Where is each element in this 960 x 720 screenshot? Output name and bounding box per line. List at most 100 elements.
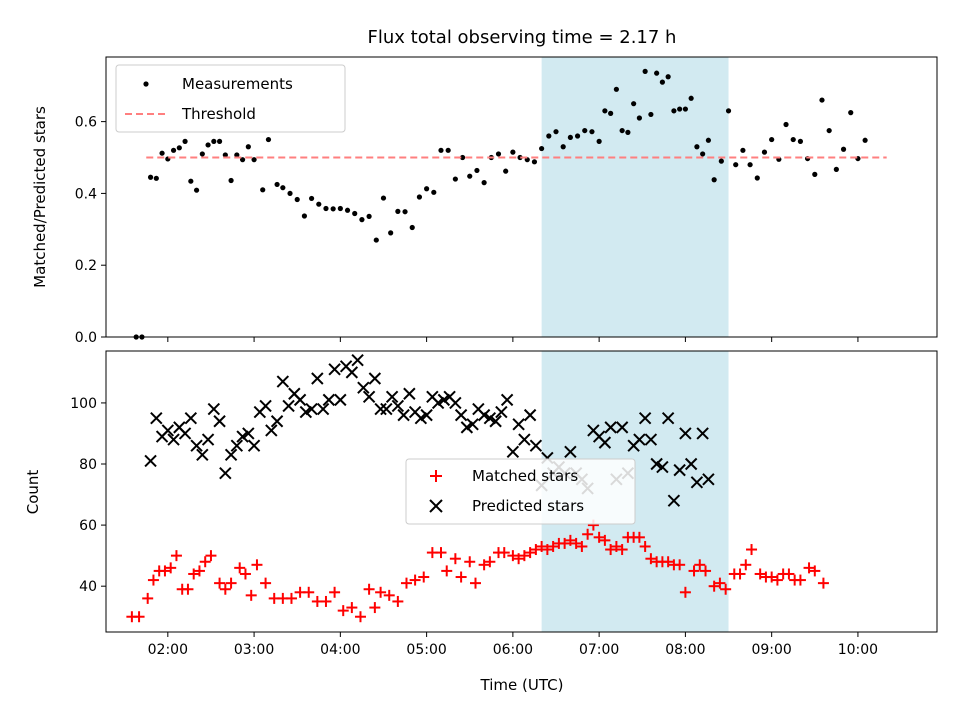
matched-star-point xyxy=(205,550,217,562)
matched-star-point xyxy=(530,544,542,556)
measurement-point xyxy=(474,167,480,174)
measurement-point xyxy=(330,206,336,212)
y-tick-label: 100 xyxy=(70,396,97,412)
measurement-point xyxy=(366,213,372,219)
matched-star-point xyxy=(794,574,806,586)
predicted-star-point xyxy=(679,427,692,440)
x-tick-label: 05:00 xyxy=(406,642,446,658)
predicted-star-point xyxy=(684,457,698,471)
measurement-point xyxy=(344,207,351,213)
matched-star-point xyxy=(182,583,194,595)
matched-star-point xyxy=(441,565,453,577)
measurement-point xyxy=(631,101,637,107)
measurement-point xyxy=(725,108,732,114)
measurement-point xyxy=(316,201,322,207)
measurement-point xyxy=(659,79,665,85)
matched-star-point xyxy=(219,583,231,595)
matched-star-point xyxy=(449,553,461,565)
measurement-point xyxy=(260,187,266,193)
predicted-star-point xyxy=(374,402,387,416)
predicted-star-point xyxy=(201,433,215,446)
matched-star-point xyxy=(746,544,758,556)
measurement-point xyxy=(517,154,523,161)
matched-star-point xyxy=(645,553,657,565)
bottom-panel: 40 60 80 100 02:00 03:00 04:00 05:00 06:00 07:00… xyxy=(24,350,938,694)
matched-star-point xyxy=(383,589,395,601)
bottom-plot-frame xyxy=(105,350,938,633)
y-tick-label: 0.6 xyxy=(75,115,97,131)
predicted-star-point xyxy=(167,433,180,446)
y-tick-label: 0.4 xyxy=(75,186,97,202)
matched-star-point xyxy=(674,559,686,571)
predicted-star-point xyxy=(604,421,617,434)
measurement-point xyxy=(467,173,473,179)
predicted-star-point xyxy=(656,460,669,474)
matched-star-point xyxy=(225,577,237,589)
predicted-star-point xyxy=(242,427,255,440)
measurement-point xyxy=(481,180,487,186)
measurement-point xyxy=(438,147,444,153)
measurement-point xyxy=(193,187,200,193)
x-tick-label: 04:00 xyxy=(320,642,360,658)
measurement-point xyxy=(380,195,387,201)
matched-star-point xyxy=(346,602,358,614)
matched-star-point xyxy=(199,556,211,568)
measurement-point xyxy=(671,108,677,114)
x-tick-label: 07:00 xyxy=(579,642,619,658)
top-legend: Measurements Threshold xyxy=(115,64,346,133)
measurement-point xyxy=(848,110,854,116)
measurement-point xyxy=(797,138,804,144)
measurement-point xyxy=(495,151,502,157)
measurement-point xyxy=(769,136,775,143)
measurement-point xyxy=(574,133,581,139)
predicted-star-point xyxy=(293,393,307,407)
predicted-star-point xyxy=(362,390,376,404)
matched-star-point xyxy=(754,568,766,580)
matched-star-point xyxy=(400,577,412,589)
bottom-legend: Matched stars Predicted stars xyxy=(405,458,636,525)
matched-star-point xyxy=(740,559,752,571)
measurement-point xyxy=(688,95,694,101)
measurement-point xyxy=(274,181,280,188)
predicted-star-point xyxy=(282,399,295,413)
measurement-point xyxy=(531,159,538,165)
predicted-star-point xyxy=(638,411,652,425)
predicted-star-point xyxy=(150,411,163,425)
measurement-point xyxy=(337,205,343,212)
measurement-point xyxy=(682,106,688,112)
predicted-star-point xyxy=(368,372,382,385)
matched-star-point xyxy=(464,556,476,568)
y-tick-label: 60 xyxy=(79,518,97,534)
predicted-star-point xyxy=(650,457,663,471)
measurement-point xyxy=(654,70,660,76)
measurement-point xyxy=(619,127,625,134)
matched-star-point xyxy=(320,595,332,607)
predicted-star-point xyxy=(144,454,157,468)
measurement-point xyxy=(228,177,234,184)
matched-star-point xyxy=(803,562,815,574)
matched-star-point xyxy=(133,611,145,623)
measurement-point xyxy=(199,151,205,157)
predicted-star-point xyxy=(466,418,479,431)
measurement-point xyxy=(159,150,165,156)
measurement-point xyxy=(287,190,293,197)
measurement-point xyxy=(395,208,401,214)
matched-star-point xyxy=(771,574,783,586)
matched-star-point xyxy=(435,547,447,559)
matched-star-point xyxy=(593,531,605,543)
predicted-star-point xyxy=(564,445,577,459)
predicted-star-point xyxy=(431,396,445,410)
measurement-point xyxy=(826,127,832,134)
predicted-star-point xyxy=(506,445,520,459)
measurement-point xyxy=(301,213,308,219)
measurement-point xyxy=(459,154,466,161)
measurement-point xyxy=(625,129,631,135)
chart-title: Flux total observing time = 2.17 h xyxy=(368,27,677,48)
matched-star-point xyxy=(662,556,674,568)
matched-star-point xyxy=(524,547,536,559)
matched-star-point xyxy=(369,602,381,614)
measurement-point xyxy=(452,176,458,182)
x-tick-label: 03:00 xyxy=(234,642,274,658)
matched-star-point xyxy=(214,577,226,589)
